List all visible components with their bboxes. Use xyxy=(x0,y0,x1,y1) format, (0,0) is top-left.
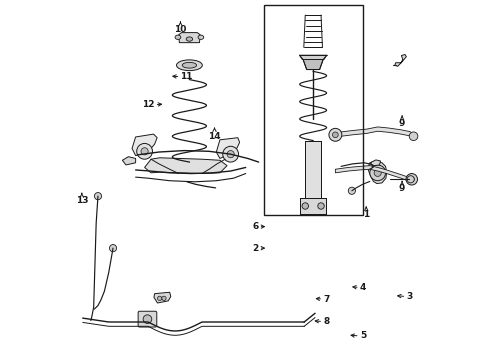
Text: 14: 14 xyxy=(208,132,221,141)
FancyBboxPatch shape xyxy=(138,311,157,327)
Polygon shape xyxy=(145,158,227,174)
Polygon shape xyxy=(335,127,414,138)
Polygon shape xyxy=(179,33,200,42)
Circle shape xyxy=(406,174,417,185)
Polygon shape xyxy=(132,134,157,156)
Ellipse shape xyxy=(175,35,181,40)
Circle shape xyxy=(95,193,101,200)
Circle shape xyxy=(223,146,239,162)
Text: 11: 11 xyxy=(180,72,193,81)
Text: 8: 8 xyxy=(323,317,329,326)
Polygon shape xyxy=(299,55,327,59)
Text: 3: 3 xyxy=(406,292,413,301)
Circle shape xyxy=(143,315,152,323)
Polygon shape xyxy=(368,161,387,184)
Text: 9: 9 xyxy=(399,119,405,128)
Ellipse shape xyxy=(186,37,193,41)
Circle shape xyxy=(157,296,162,301)
Polygon shape xyxy=(300,198,326,214)
Circle shape xyxy=(318,203,324,209)
Text: 1: 1 xyxy=(363,211,369,220)
Polygon shape xyxy=(395,54,406,66)
Circle shape xyxy=(302,203,309,209)
Ellipse shape xyxy=(198,35,204,40)
Circle shape xyxy=(409,132,418,140)
Text: 10: 10 xyxy=(174,25,187,34)
Circle shape xyxy=(141,148,148,155)
Circle shape xyxy=(348,187,355,194)
Text: 12: 12 xyxy=(142,100,155,109)
Circle shape xyxy=(407,176,414,183)
Circle shape xyxy=(409,177,414,182)
Ellipse shape xyxy=(182,62,196,68)
Text: 5: 5 xyxy=(360,332,366,341)
Text: 2: 2 xyxy=(252,244,259,253)
Circle shape xyxy=(374,169,381,176)
Bar xyxy=(264,5,363,215)
Text: 4: 4 xyxy=(360,283,366,292)
Circle shape xyxy=(370,165,386,181)
Text: 6: 6 xyxy=(252,222,259,231)
Polygon shape xyxy=(335,166,412,183)
Ellipse shape xyxy=(176,60,202,71)
Circle shape xyxy=(329,129,342,141)
Polygon shape xyxy=(154,292,171,303)
Polygon shape xyxy=(303,59,323,69)
Polygon shape xyxy=(370,160,381,166)
Circle shape xyxy=(137,143,152,159)
Text: 13: 13 xyxy=(75,196,88,205)
Circle shape xyxy=(227,150,234,158)
Text: 9: 9 xyxy=(399,184,405,193)
Circle shape xyxy=(109,244,117,252)
Circle shape xyxy=(333,132,338,138)
Polygon shape xyxy=(216,138,240,158)
Circle shape xyxy=(162,296,166,301)
Polygon shape xyxy=(122,157,136,165)
Polygon shape xyxy=(305,140,321,198)
Text: 7: 7 xyxy=(323,294,330,303)
